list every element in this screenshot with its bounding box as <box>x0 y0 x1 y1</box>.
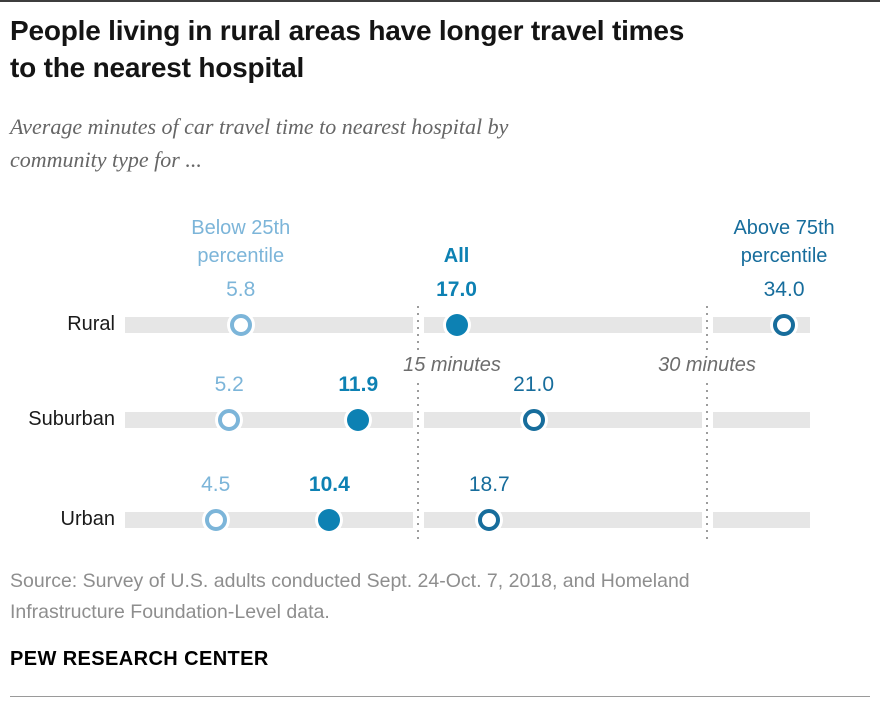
row-label-suburban: Suburban <box>28 408 115 430</box>
page-subtitle: Average minutes of car travel time to ne… <box>10 114 509 172</box>
value-label-urban-all: 10.4 <box>308 473 350 496</box>
row-label-urban: Urban <box>60 508 115 530</box>
brand-footer: PEW RESEARCH CENTER <box>10 648 269 670</box>
value-label-rural-all: 17.0 <box>436 278 477 301</box>
page-title: People living in rural areas have longer… <box>10 15 685 83</box>
value-label-rural-above-75th-percentile: 34.0 <box>763 278 805 301</box>
dot-urban-above-75th-percentile <box>478 509 501 531</box>
value-label-suburban-above-75th-percentile: 21.0 <box>513 373 555 396</box>
dot-rural-all <box>445 314 468 336</box>
dot-rural-above-75th-percentile <box>773 314 796 336</box>
value-label-urban-above-75th-percentile: 18.7 <box>468 473 510 496</box>
dot-urban-all <box>318 509 341 531</box>
dot-suburban-below-25th-percentile <box>218 409 241 431</box>
value-label-rural-below-25th-percentile: 5.8 <box>226 278 256 301</box>
value-label-urban-below-25th-percentile: 4.5 <box>201 473 231 496</box>
value-label-suburban-below-25th-percentile: 5.2 <box>214 373 244 396</box>
legend-label-below-25th-percentile: Below 25th percentile <box>191 217 291 267</box>
dot-suburban-above-75th-percentile <box>522 409 545 431</box>
row-label-rural: Rural <box>67 313 115 335</box>
dot-suburban-all <box>347 409 370 431</box>
gridline-15-minutes <box>417 306 419 540</box>
legend-label-all: All <box>443 245 470 267</box>
source-note: Source: Survey of U.S. adults conducted … <box>10 570 690 623</box>
gridline-label-15-minutes: 15 minutes <box>399 352 505 378</box>
gridline-label-30-minutes: 30 minutes <box>654 352 760 378</box>
bottom-rule <box>10 696 870 697</box>
dot-urban-below-25th-percentile <box>204 509 227 531</box>
gridline-30-minutes <box>706 306 708 540</box>
dot-rural-below-25th-percentile <box>229 314 252 336</box>
legend-label-above-75th-percentile: Above 75th percentile <box>733 217 835 267</box>
top-rule <box>0 0 880 2</box>
value-label-suburban-all: 11.9 <box>338 373 379 396</box>
